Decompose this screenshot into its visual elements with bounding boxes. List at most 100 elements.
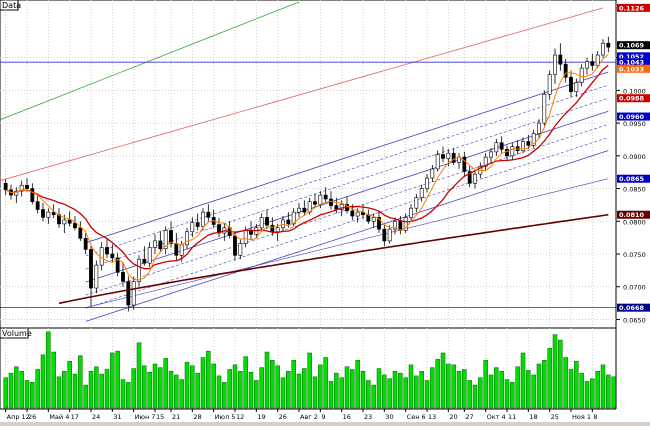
candle[interactable] xyxy=(313,193,317,209)
candle[interactable] xyxy=(19,180,24,197)
candle[interactable] xyxy=(547,70,552,100)
candle[interactable] xyxy=(3,179,8,196)
volume-bar xyxy=(360,371,366,409)
volume-bar xyxy=(403,377,408,409)
date-tick-label: 26 xyxy=(28,413,36,421)
candle[interactable] xyxy=(323,187,328,203)
candle[interactable] xyxy=(446,149,451,167)
candle[interactable] xyxy=(537,119,541,139)
candle[interactable] xyxy=(558,43,563,71)
candle[interactable] xyxy=(489,147,493,163)
candle[interactable] xyxy=(414,193,419,213)
candle[interactable] xyxy=(585,57,589,75)
price-marker-label: 0.1126 xyxy=(619,4,645,12)
candle[interactable] xyxy=(35,193,40,214)
candle[interactable] xyxy=(201,208,205,231)
candle[interactable] xyxy=(126,276,131,312)
candle[interactable] xyxy=(569,70,573,97)
candle[interactable] xyxy=(142,246,147,266)
volume-bar xyxy=(344,366,350,409)
candle[interactable] xyxy=(147,242,152,268)
candle[interactable] xyxy=(190,217,195,237)
candle[interactable] xyxy=(105,237,109,258)
candle[interactable] xyxy=(526,134,531,150)
candle[interactable] xyxy=(531,129,536,148)
candle[interactable] xyxy=(115,252,120,277)
volume-bar xyxy=(184,361,190,409)
candle[interactable] xyxy=(499,136,504,154)
candle[interactable] xyxy=(41,202,45,222)
candle[interactable] xyxy=(163,226,168,254)
candle[interactable] xyxy=(473,170,477,189)
candle[interactable] xyxy=(601,39,605,58)
candle[interactable] xyxy=(302,200,307,217)
candle[interactable] xyxy=(110,244,115,262)
volume-bar xyxy=(259,367,264,409)
volume-bar xyxy=(227,369,232,409)
candle[interactable] xyxy=(377,210,381,234)
volume-bar xyxy=(3,377,8,409)
candle-body xyxy=(590,61,595,66)
candle[interactable] xyxy=(94,260,99,294)
volume-bars[interactable] xyxy=(3,331,616,409)
candle[interactable] xyxy=(382,223,387,247)
candle[interactable] xyxy=(387,225,392,244)
candle[interactable] xyxy=(30,183,35,205)
candle[interactable] xyxy=(579,64,584,87)
candle[interactable] xyxy=(563,58,568,83)
candle[interactable] xyxy=(195,213,200,231)
price-panel xyxy=(0,0,617,329)
candle[interactable] xyxy=(451,147,456,165)
candle[interactable] xyxy=(606,36,611,53)
candle[interactable] xyxy=(259,213,264,232)
candle[interactable] xyxy=(403,213,408,234)
candle[interactable] xyxy=(462,151,467,176)
candle[interactable] xyxy=(153,234,157,254)
candle[interactable] xyxy=(483,153,488,171)
date-tick-label: 19 xyxy=(257,413,265,421)
volume-bar xyxy=(126,382,131,409)
volume-bar xyxy=(296,373,302,409)
candle[interactable] xyxy=(238,239,243,260)
candle-body xyxy=(78,227,83,239)
candle[interactable] xyxy=(441,146,445,163)
candle[interactable] xyxy=(574,78,579,97)
candle[interactable] xyxy=(419,184,424,202)
candle-body xyxy=(430,168,435,179)
candle[interactable] xyxy=(521,137,525,154)
candle[interactable] xyxy=(14,187,19,203)
volume-bar xyxy=(62,371,67,409)
candle[interactable] xyxy=(393,217,397,235)
candle[interactable] xyxy=(158,231,163,253)
candle[interactable] xyxy=(510,142,515,160)
candle[interactable] xyxy=(185,227,189,249)
candle[interactable] xyxy=(297,202,301,218)
candle[interactable] xyxy=(46,208,51,224)
candle[interactable] xyxy=(494,138,499,156)
candle[interactable] xyxy=(73,216,77,231)
candle[interactable] xyxy=(78,221,83,241)
candle[interactable] xyxy=(137,255,141,287)
candle[interactable] xyxy=(57,208,61,228)
candle[interactable] xyxy=(595,51,600,69)
candle[interactable] xyxy=(329,191,333,210)
candlestick-series[interactable] xyxy=(3,36,611,312)
candle[interactable] xyxy=(265,209,269,230)
ma-fast-line xyxy=(5,54,609,281)
candle[interactable] xyxy=(121,261,125,287)
candle[interactable] xyxy=(425,174,429,193)
candle[interactable] xyxy=(169,221,173,248)
candle[interactable] xyxy=(435,150,440,172)
candle[interactable] xyxy=(131,276,136,310)
candle[interactable] xyxy=(542,90,547,126)
candle[interactable] xyxy=(430,164,435,182)
candle[interactable] xyxy=(409,204,413,222)
candle[interactable] xyxy=(83,233,88,254)
price-marker-label: 0.1043 xyxy=(619,59,644,67)
candle[interactable] xyxy=(590,53,595,71)
candle[interactable] xyxy=(467,164,472,188)
candle[interactable] xyxy=(206,204,211,222)
candle[interactable] xyxy=(553,48,557,84)
volume-bar xyxy=(430,367,435,409)
